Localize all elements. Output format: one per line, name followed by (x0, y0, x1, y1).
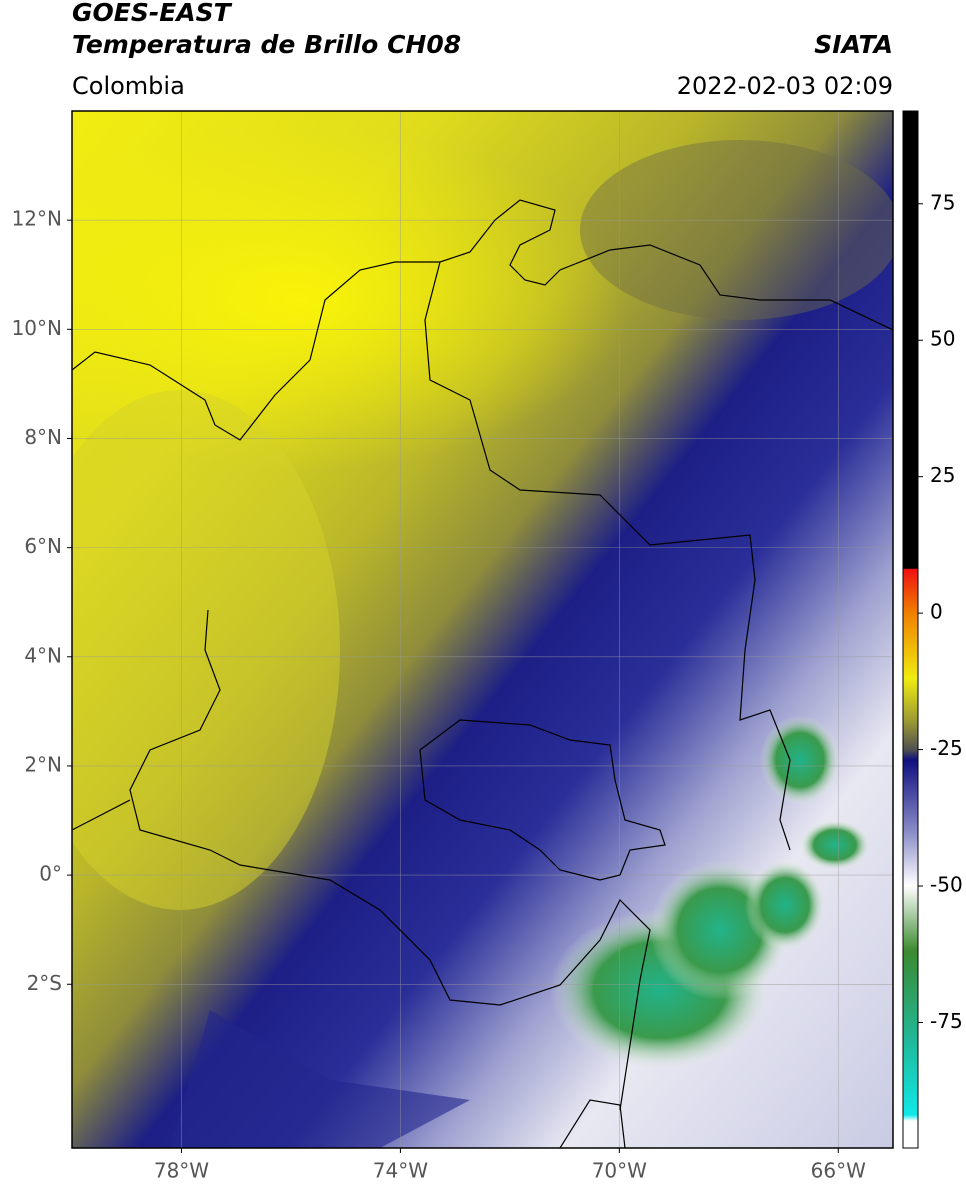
subtitle: Temperatura de Brillo CH08 (72, 30, 461, 59)
y-tick-label: 8°N (24, 425, 62, 449)
datetime: 2022-02-03 02:09 (677, 72, 893, 100)
x-tick-label: 78°W (154, 1159, 209, 1183)
region: Colombia (72, 72, 185, 100)
colorbar-tick-label: 0 (930, 600, 943, 624)
satellite-image (72, 111, 893, 1148)
y-tick-label: 2°S (27, 971, 62, 995)
x-tick-label: 66°W (811, 1159, 866, 1183)
map-frame (71, 110, 894, 1149)
y-tick-label: 0° (39, 862, 62, 886)
colorbar (902, 110, 919, 1149)
colorbar-tick-label: 25 (930, 463, 955, 487)
y-tick-label: 10°N (12, 316, 62, 340)
title: GOES-EAST (72, 0, 233, 27)
colorbar-tick-label: -25 (930, 736, 963, 760)
boundaries (72, 199, 893, 1148)
source: SIATA (814, 30, 893, 59)
x-tick-label: 70°W (592, 1159, 647, 1183)
y-tick-label: 2°N (24, 752, 62, 776)
y-tick-label: 6°N (24, 534, 62, 558)
y-tick-label: 12°N (12, 207, 62, 231)
colorbar-tick-label: -75 (930, 1009, 963, 1033)
y-tick-label: 4°N (24, 643, 62, 667)
colorbar-tick-label: 75 (930, 190, 955, 214)
colorbar-tick-label: 50 (930, 327, 955, 351)
colorbar-tick-label: -50 (930, 873, 963, 897)
x-tick-label: 74°W (373, 1159, 428, 1183)
